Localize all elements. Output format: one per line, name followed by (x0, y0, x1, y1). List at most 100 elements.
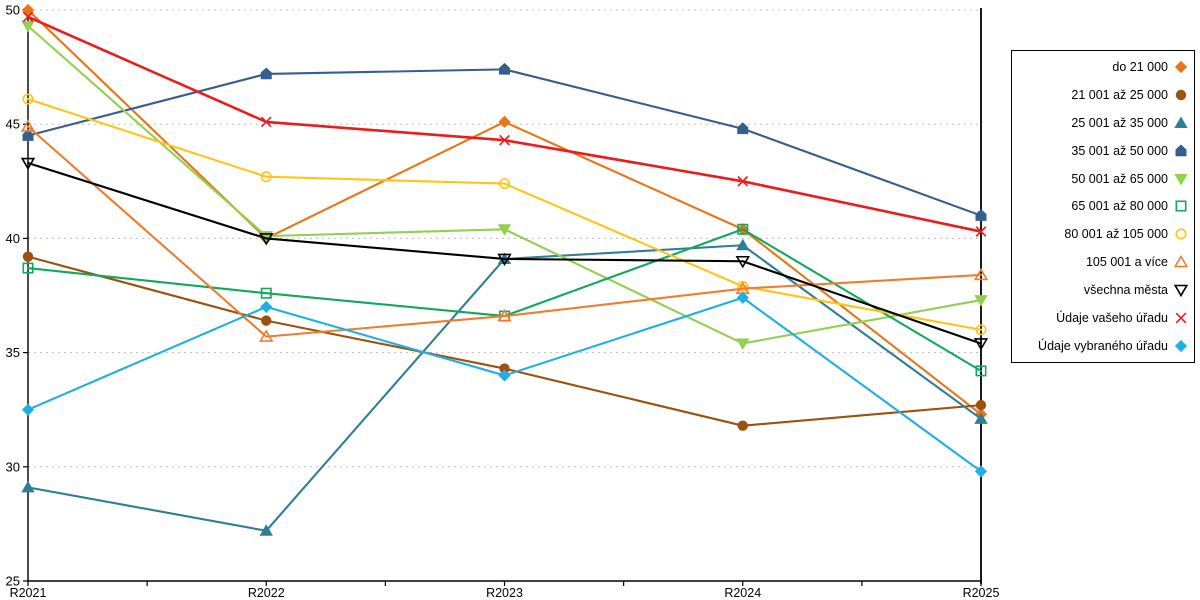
data-point-circle-marker[interactable] (975, 324, 987, 336)
data-point-triangle-up-marker[interactable] (497, 308, 512, 322)
data-point-triangle-down-marker[interactable] (1173, 284, 1189, 298)
legend-item-65-001-až-80-000[interactable]: 65 001 až 80 000 (1012, 193, 1194, 221)
data-point-triangle-down-marker[interactable] (497, 253, 512, 267)
legend-item-všechna-města[interactable]: všechna města (1012, 276, 1194, 304)
x-legend-marker-icon (1175, 312, 1187, 324)
data-point-square-marker[interactable] (1175, 200, 1187, 212)
legend-item-80-001-až-105-000[interactable]: 80 001 až 105 000 (1012, 220, 1194, 248)
data-point-circle-marker[interactable] (975, 399, 987, 411)
data-point-circle-marker[interactable] (261, 315, 272, 326)
data-point-triangle-down-marker[interactable] (736, 338, 750, 350)
data-point-square-marker[interactable] (737, 223, 749, 235)
data-point-triangle-up-marker[interactable] (259, 524, 273, 536)
data-point-square-marker[interactable] (22, 262, 34, 274)
series-105-001-a-více (20, 119, 989, 342)
data-point-triangle-up-marker[interactable] (21, 480, 35, 493)
data-point-circle-marker[interactable] (22, 251, 34, 262)
diamond-legend-marker-icon (1174, 60, 1188, 74)
data-point-x-marker[interactable] (1175, 312, 1187, 324)
triangle-down-legend-marker-icon (1173, 284, 1189, 298)
data-point-house-marker[interactable] (22, 129, 34, 141)
legend-label: 80 001 až 105 000 (1064, 227, 1168, 242)
data-point-square-marker[interactable] (260, 287, 272, 299)
data-point-triangle-down-marker[interactable] (974, 295, 988, 307)
diamond-legend-marker-icon (1174, 339, 1188, 353)
data-point-house-marker[interactable] (499, 62, 510, 75)
series-line (26, 228, 983, 372)
data-point-circle-marker[interactable] (260, 171, 272, 183)
triangle-down-legend-marker-icon (1174, 173, 1188, 186)
series-údaje-vašeho-úřadu (22, 11, 987, 237)
data-point-triangle-down-marker[interactable] (1174, 173, 1188, 186)
data-point-triangle-up-marker[interactable] (974, 412, 988, 424)
data-point-diamond-marker[interactable] (21, 3, 35, 17)
data-point-triangle-down-marker[interactable] (21, 20, 35, 33)
data-point-triangle-down-marker[interactable] (973, 338, 989, 351)
x-tick-label: R2023 (486, 586, 523, 600)
series-line (26, 296, 983, 473)
data-point-triangle-up-marker[interactable] (259, 329, 274, 342)
data-point-x-marker[interactable] (499, 134, 510, 146)
legend-item-35-001-až-50-000[interactable]: 35 001 až 50 000 (1012, 137, 1194, 165)
data-point-house-marker[interactable] (975, 209, 987, 221)
data-point-triangle-down-marker[interactable] (259, 233, 274, 246)
data-point-diamond-marker[interactable] (260, 300, 273, 314)
data-point-x-marker[interactable] (737, 175, 749, 187)
legend-label: všechna města (1083, 283, 1168, 298)
data-point-diamond-marker[interactable] (1174, 339, 1188, 353)
data-point-circle-marker[interactable] (22, 93, 34, 105)
data-point-triangle-up-marker[interactable] (973, 267, 989, 281)
data-point-diamond-marker[interactable] (1174, 60, 1188, 74)
data-point-house-marker[interactable] (1175, 144, 1187, 156)
y-tick-label: 35 (6, 345, 20, 360)
data-point-circle-marker[interactable] (1175, 89, 1187, 101)
data-point-triangle-down-marker[interactable] (735, 255, 750, 269)
legend-item-21-001-až-25-000[interactable]: 21 001 až 25 000 (1012, 81, 1194, 109)
series-všechna-města (20, 157, 989, 351)
legend-item-údaje-vašeho-úřadu[interactable]: Údaje vašeho úřadu (1012, 304, 1194, 332)
data-point-x-marker[interactable] (975, 226, 987, 237)
data-point-triangle-down-marker[interactable] (20, 157, 36, 171)
data-point-triangle-up-marker[interactable] (1173, 255, 1189, 268)
triangle-up-legend-marker-icon (1174, 116, 1188, 128)
data-point-x-marker[interactable] (22, 11, 34, 23)
data-point-circle-marker[interactable] (498, 178, 510, 190)
circle-legend-marker-icon (1175, 89, 1187, 101)
data-point-diamond-marker[interactable] (498, 115, 511, 129)
data-point-triangle-up-marker[interactable] (1174, 116, 1188, 128)
legend-label: 50 001 až 65 000 (1071, 171, 1168, 186)
data-point-diamond-marker[interactable] (21, 403, 35, 416)
data-point-diamond-marker[interactable] (974, 465, 988, 478)
legend-item-50-001-až-65-000[interactable]: 50 001 až 65 000 (1012, 165, 1194, 193)
legend-label: do 21 000 (1112, 59, 1168, 74)
series-line (26, 244, 983, 532)
series-35-001-až-50-000 (22, 62, 987, 221)
data-point-x-marker[interactable] (260, 116, 272, 128)
data-point-circle-marker[interactable] (1175, 228, 1187, 240)
circle-legend-marker-icon (1175, 228, 1187, 240)
legend-label: 35 001 až 50 000 (1071, 143, 1168, 158)
y-tick-label: 30 (6, 459, 20, 474)
data-point-triangle-up-marker[interactable] (736, 238, 750, 251)
data-point-diamond-marker[interactable] (736, 291, 749, 304)
data-point-triangle-up-marker[interactable] (20, 119, 36, 132)
legend-label: Údaje vašeho úřadu (1056, 311, 1168, 326)
series-80-001-až-105-000 (22, 93, 987, 336)
data-point-diamond-marker[interactable] (498, 369, 511, 382)
x-tick-label: R2021 (10, 586, 47, 600)
y-tick-label: 45 (6, 117, 20, 132)
legend-item-25-001-až-35-000[interactable]: 25 001 až 35 000 (1012, 109, 1194, 137)
data-point-house-marker[interactable] (737, 122, 749, 135)
legend-item-do-21-000[interactable]: do 21 000 (1012, 53, 1194, 81)
data-point-triangle-down-marker[interactable] (497, 224, 512, 236)
series-25-001-až-35-000 (21, 238, 988, 536)
series-21-001-až-25-000 (22, 251, 987, 431)
legend-label: Údaje vybraného úřadu (1038, 339, 1168, 354)
legend-item-105-001-a-více[interactable]: 105 001 a více (1012, 248, 1194, 276)
data-point-circle-marker[interactable] (737, 420, 748, 431)
legend-item-údaje-vybraného-úřadu[interactable]: Údaje vybraného úřadu (1012, 332, 1194, 360)
data-point-house-marker[interactable] (260, 67, 272, 80)
data-point-square-marker[interactable] (975, 365, 987, 377)
